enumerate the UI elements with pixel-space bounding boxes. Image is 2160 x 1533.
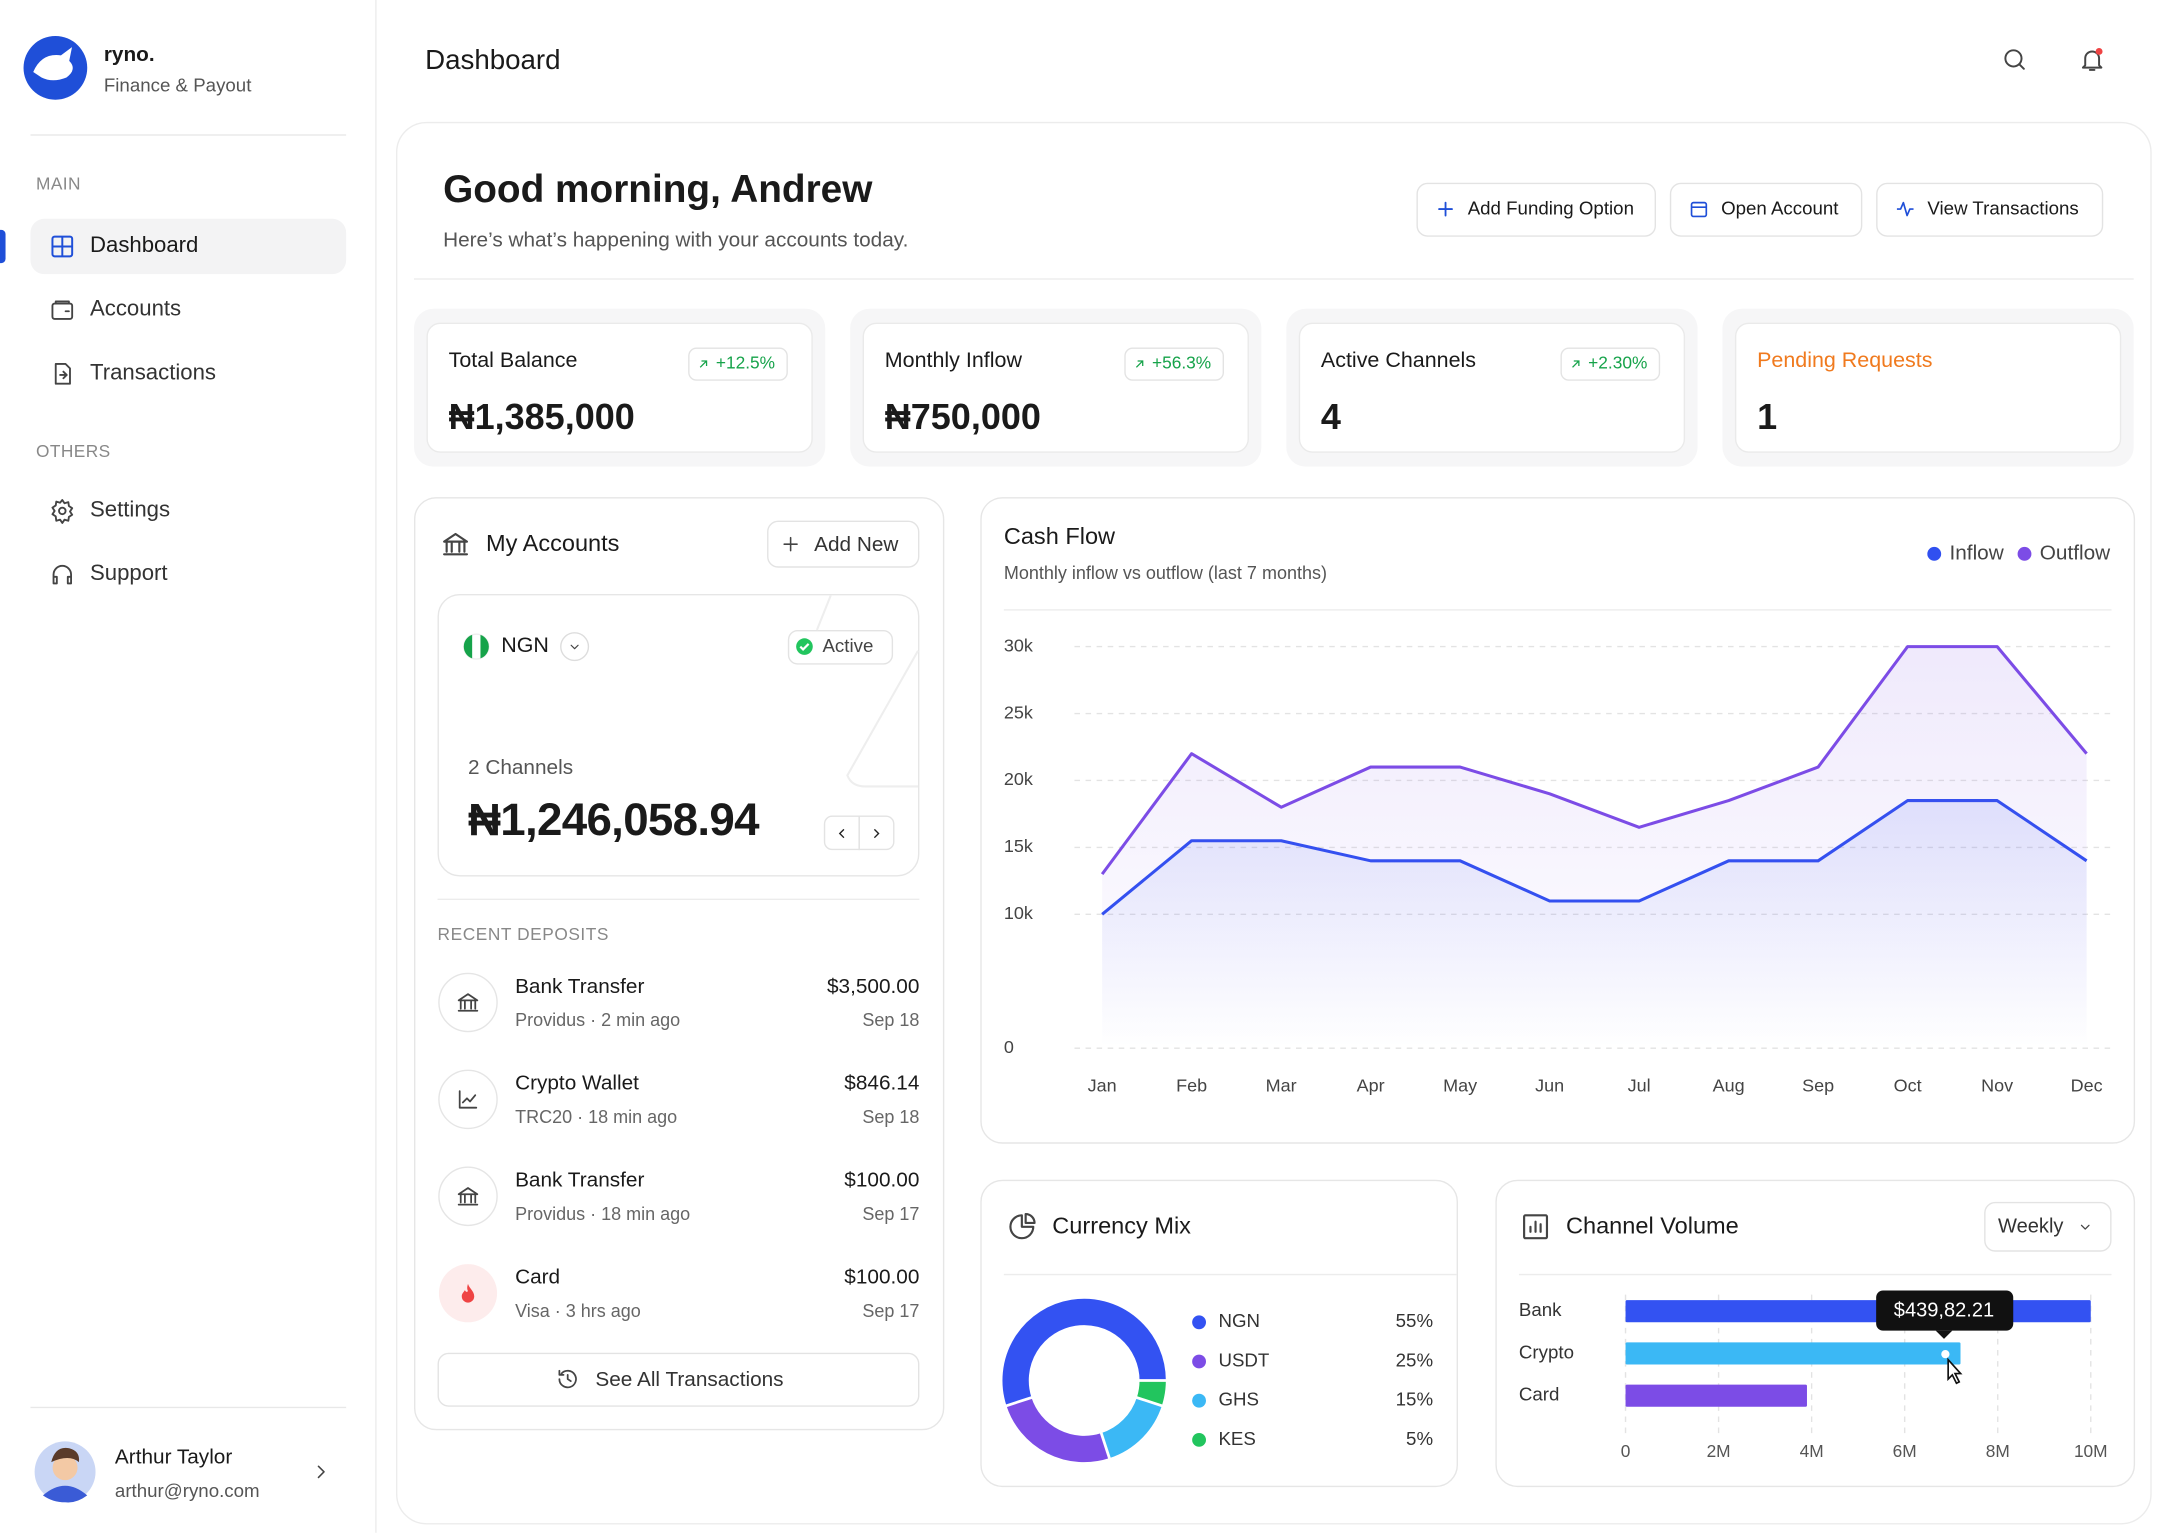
stat-value: ₦1,385,000 <box>448 395 635 438</box>
notification-button <box>2081 47 2103 71</box>
currency: NGN <box>501 634 549 659</box>
channels: 2 Channels <box>467 755 574 780</box>
action-button[interactable] <box>1876 182 2104 237</box>
stat-card <box>862 322 1249 453</box>
deposit-date: Sep 18 <box>862 1009 920 1031</box>
deposit-date: Sep 17 <box>862 1203 920 1224</box>
divider <box>1003 609 2112 611</box>
nav-item[interactable]: Transactions <box>89 361 216 386</box>
deposit-amount: $846.14 <box>844 1071 920 1095</box>
deposit-title: Bank Transfer <box>515 1168 645 1192</box>
icon-part <box>2081 50 2103 71</box>
search-button <box>2004 49 2025 70</box>
action-label[interactable]: View Transactions <box>1927 197 2079 219</box>
nav-section: OTHERS <box>35 442 111 462</box>
nav-active-bg[interactable] <box>30 218 347 275</box>
stat-card <box>426 322 813 453</box>
divider <box>1518 1273 2112 1276</box>
stat-change: +12.5% <box>715 353 776 373</box>
stat-card <box>1298 322 1686 453</box>
see-all-button[interactable] <box>437 1352 920 1407</box>
deposit-title: Card <box>515 1265 561 1289</box>
user-email: arthur@ryno.com <box>114 1479 260 1501</box>
period-select[interactable] <box>1984 1201 2112 1252</box>
deposit-date: Sep 18 <box>862 1106 920 1127</box>
divider <box>30 134 347 136</box>
divider <box>437 898 920 900</box>
stat-label: Active Channels <box>1320 349 1477 373</box>
nav-item[interactable]: Dashboard <box>89 234 199 258</box>
card-title: My Accounts <box>485 530 620 558</box>
icon-part <box>2018 63 2025 70</box>
nav-active-indicator <box>0 229 6 264</box>
stat-value: 1 <box>1757 395 1778 438</box>
legend-label: Inflow <box>1949 540 2004 565</box>
card-title: Channel Volume <box>1565 1213 1739 1240</box>
cashflow-card <box>980 497 2136 1144</box>
deposit-amount: $100.00 <box>844 1168 920 1192</box>
stat-value: 4 <box>1320 395 1341 438</box>
deposit-detail: TRC20 · 18 min ago <box>515 1106 678 1127</box>
icon-part <box>2095 47 2103 55</box>
add-new-label[interactable]: Add New <box>814 532 899 557</box>
nav-item[interactable]: Support <box>89 562 168 586</box>
deposit-title: Bank Transfer <box>515 974 645 998</box>
channel-card <box>1495 1179 2136 1488</box>
change-badge <box>1124 347 1224 381</box>
stat-value: ₦750,000 <box>884 395 1041 438</box>
deposit-amount: $100.00 <box>844 1265 920 1289</box>
deposit-detail: Providus · 2 min ago <box>515 1009 681 1031</box>
stat-change: +2.30% <box>1588 353 1648 373</box>
legend-label: Outflow <box>2039 540 2111 565</box>
divider <box>30 1406 347 1409</box>
stat-label: Pending Requests <box>1757 349 1933 373</box>
deposit-date: Sep 17 <box>862 1300 920 1321</box>
brand: ryno. <box>103 42 155 67</box>
section-title: RECENT DEPOSITS <box>437 925 610 945</box>
stat-label: Monthly Inflow <box>884 349 1022 373</box>
tagline: Finance & Payout <box>103 74 252 96</box>
balance: ₦1,246,058.94 <box>467 792 759 844</box>
chart-subtitle: Monthly inflow vs outflow (last 7 months… <box>1003 562 1327 583</box>
prev-button[interactable] <box>823 815 860 851</box>
divider <box>1003 1273 1457 1276</box>
action-button[interactable] <box>1416 182 1656 237</box>
page-title: Dashboard <box>425 45 561 76</box>
stat-change: +56.3% <box>1151 353 1212 373</box>
nav-item[interactable]: Accounts <box>89 297 182 322</box>
see-all-label[interactable]: See All Transactions <box>595 1367 784 1392</box>
deposit-amount: $3,500.00 <box>826 974 920 998</box>
action-label[interactable]: Add Funding Option <box>1467 197 1634 219</box>
divider <box>413 278 2134 280</box>
next-button[interactable] <box>858 815 895 851</box>
nav-item[interactable]: Settings <box>89 498 171 523</box>
deposit-detail: Visa · 3 hrs ago <box>515 1300 641 1321</box>
nav-section: MAIN <box>35 174 81 195</box>
greeting-title: Good morning, Andrew <box>443 167 873 210</box>
status: Active <box>822 635 874 656</box>
icon-part <box>2004 49 2023 68</box>
user-name: Arthur Taylor <box>114 1445 233 1469</box>
deposit-title: Crypto Wallet <box>515 1071 639 1095</box>
greeting-subtitle: Here’s what’s happening with your accoun… <box>443 228 909 252</box>
action-label[interactable]: Open Account <box>1721 197 1839 219</box>
chart-title: Cash Flow <box>1003 524 1116 551</box>
add-new-button[interactable] <box>767 520 920 568</box>
stat-label: Total Balance <box>448 349 578 373</box>
period[interactable]: Weekly <box>1997 1215 2064 1238</box>
change-badge <box>688 347 788 381</box>
deposit-detail: Providus · 18 min ago <box>515 1203 691 1224</box>
card-title: Currency Mix <box>1052 1213 1191 1240</box>
stat-card <box>1734 322 2122 453</box>
change-badge <box>1560 347 1661 381</box>
